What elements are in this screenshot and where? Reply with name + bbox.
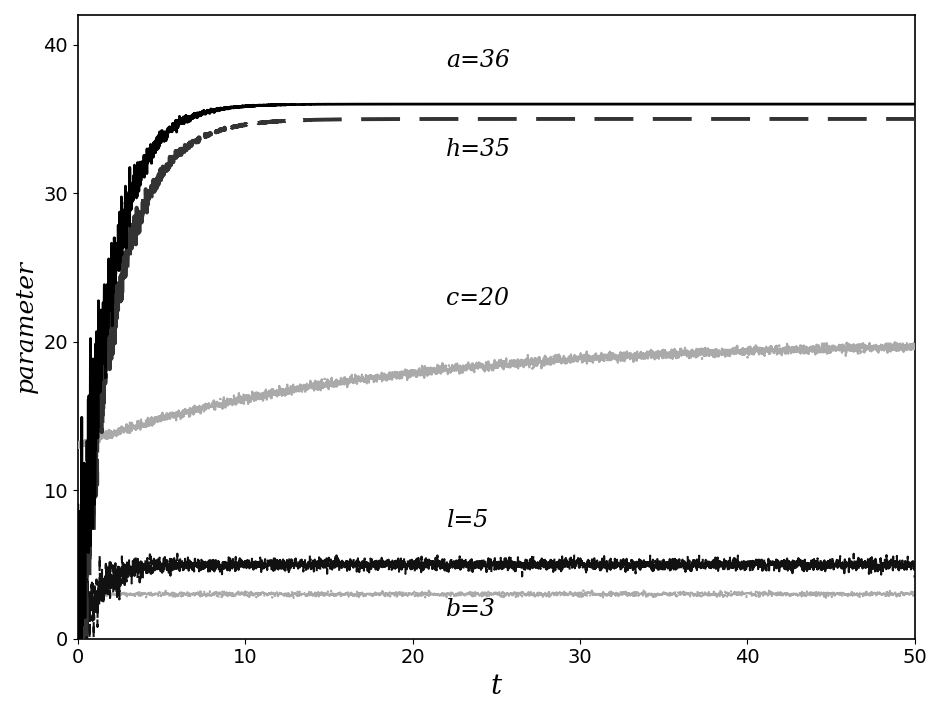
Y-axis label: parameter: parameter xyxy=(15,260,38,393)
X-axis label: t: t xyxy=(491,673,502,700)
Text: c=20: c=20 xyxy=(447,287,509,310)
Text: h=35: h=35 xyxy=(447,138,512,161)
Text: l=5: l=5 xyxy=(447,509,488,533)
Text: b=3: b=3 xyxy=(447,598,495,621)
Text: a=36: a=36 xyxy=(447,49,510,72)
